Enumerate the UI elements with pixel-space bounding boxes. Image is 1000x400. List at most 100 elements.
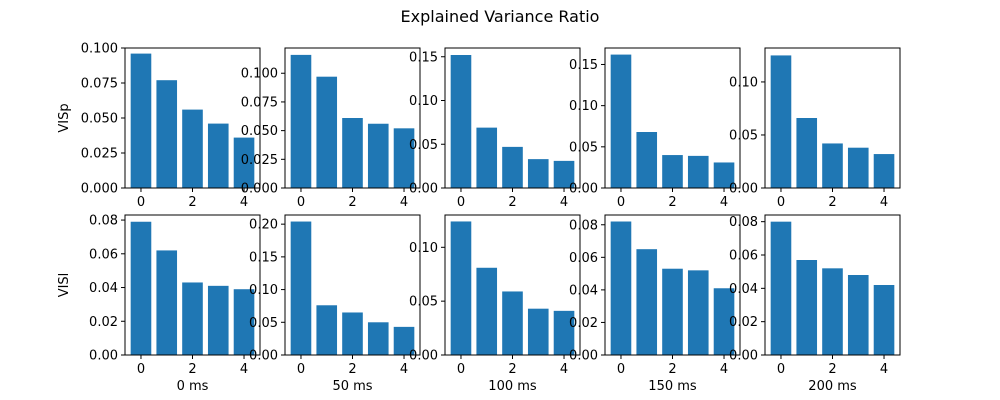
bar-r0-c1-4 bbox=[393, 128, 415, 188]
ytick-label-r1-c0-0: 0.00 bbox=[89, 349, 118, 364]
subplot-r1-c4: 0.00 0.02 0.04 0.06 0.08 0 2 4 200 ms bbox=[729, 214, 901, 394]
bar-r1-c1-3 bbox=[367, 322, 389, 355]
bar-r0-c4-4 bbox=[873, 154, 895, 188]
ytick-label-r1-c1-0: 0.00 bbox=[249, 349, 278, 364]
ytick-label-r0-c4-0: 0.00 bbox=[729, 182, 758, 197]
ytick-label-r0-c1-1: 0.025 bbox=[241, 153, 278, 168]
ytick-label-r0-c1-0: 0.000 bbox=[241, 182, 278, 197]
ytick-label-r0-c1-4: 0.100 bbox=[241, 67, 278, 82]
ytick-label-r1-c1-3: 0.15 bbox=[249, 250, 278, 265]
ytick-label-r0-c2-1: 0.05 bbox=[409, 138, 438, 153]
bar-r0-c1-2 bbox=[342, 118, 363, 188]
bar-r0-c2-1 bbox=[476, 127, 498, 189]
xtick-label-r0-c3-1: 2 bbox=[668, 195, 676, 210]
ytick-label-r0-c0-4: 0.100 bbox=[81, 42, 118, 57]
bar-r1-c4-4 bbox=[873, 285, 895, 355]
bar-r1-c0-1 bbox=[156, 250, 178, 355]
xtick-label-r0-c3-0: 0 bbox=[617, 195, 625, 210]
bar-r0-c0-2 bbox=[182, 109, 203, 188]
ytick-label-r0-c0-2: 0.050 bbox=[81, 112, 118, 127]
subplot-r1-c2: 0.00 0.05 0.10 0 2 4 100 ms bbox=[409, 214, 581, 394]
ytick-label-r1-c0-1: 0.02 bbox=[89, 315, 118, 330]
xtick-label-r1-c3-1: 2 bbox=[668, 362, 676, 377]
ytick-label-r0-c2-3: 0.15 bbox=[409, 50, 438, 65]
xtick-label-r1-c2-1: 2 bbox=[508, 362, 516, 377]
xtick-label-r0-c4-1: 2 bbox=[828, 195, 836, 210]
xtick-label-r1-c1-1: 2 bbox=[348, 362, 356, 377]
bar-r1-c2-3 bbox=[527, 308, 549, 355]
bar-r0-c1-0 bbox=[290, 54, 312, 188]
bar-r0-c2-2 bbox=[502, 146, 523, 189]
xtick-label-r0-c3-2: 4 bbox=[720, 195, 728, 210]
xtick-label-r1-c4-0: 0 bbox=[777, 362, 785, 377]
xtick-label-r1-c4-2: 4 bbox=[880, 362, 888, 377]
bar-r1-c4-2 bbox=[822, 268, 843, 355]
subplot-r0-c2: 0.00 0.05 0.10 0.15 0 2 4 bbox=[409, 47, 581, 210]
bar-r1-c3-3 bbox=[687, 270, 709, 355]
ytick-label-r1-c0-2: 0.04 bbox=[89, 281, 118, 296]
ylabel-r1: VISl bbox=[57, 273, 72, 298]
ytick-label-r0-c0-3: 0.075 bbox=[81, 77, 118, 92]
xtick-label-r0-c0-2: 4 bbox=[240, 195, 248, 210]
xtick-label-r0-c1-1: 2 bbox=[348, 195, 356, 210]
ytick-label-r0-c2-2: 0.10 bbox=[409, 94, 438, 109]
ytick-label-r0-c1-2: 0.050 bbox=[241, 124, 278, 139]
xlabel-c0: 0 ms bbox=[177, 379, 209, 394]
ytick-label-r1-c4-0: 0.00 bbox=[729, 349, 758, 364]
bar-r0-c2-0 bbox=[450, 55, 472, 188]
bar-r1-c0-2 bbox=[182, 282, 203, 355]
bar-r1-c0-0 bbox=[130, 221, 152, 355]
xtick-label-r1-c4-1: 2 bbox=[828, 362, 836, 377]
xtick-label-r0-c1-0: 0 bbox=[297, 195, 305, 210]
ytick-label-r1-c3-1: 0.02 bbox=[569, 316, 598, 331]
xlabel-c3: 150 ms bbox=[648, 379, 697, 394]
bar-r0-c0-0 bbox=[130, 53, 152, 188]
ytick-label-r0-c3-0: 0.00 bbox=[569, 182, 598, 197]
bar-r1-c3-1 bbox=[636, 249, 658, 355]
bar-r0-c3-2 bbox=[662, 155, 683, 188]
bar-r1-c4-0 bbox=[770, 221, 792, 355]
ytick-label-r1-c2-2: 0.10 bbox=[409, 241, 438, 256]
xtick-label-r1-c1-0: 0 bbox=[297, 362, 305, 377]
bar-r0-c3-4 bbox=[713, 162, 735, 188]
ytick-label-r0-c2-0: 0.00 bbox=[409, 182, 438, 197]
bar-r1-c2-0 bbox=[450, 221, 472, 355]
ytick-label-r1-c3-2: 0.04 bbox=[569, 283, 598, 298]
xtick-label-r0-c2-0: 0 bbox=[457, 195, 465, 210]
xtick-label-r0-c2-1: 2 bbox=[508, 195, 516, 210]
bar-r0-c1-3 bbox=[367, 123, 389, 188]
bar-r0-c3-1 bbox=[636, 132, 658, 188]
ytick-label-r0-c3-2: 0.10 bbox=[569, 99, 598, 114]
bar-r0-c0-3 bbox=[207, 123, 229, 188]
xlabel-c1: 50 ms bbox=[332, 379, 372, 394]
subplot-r0-c0: 0.000 0.025 0.050 0.075 0.100 0 2 4 VISp bbox=[57, 42, 261, 210]
ytick-label-r1-c4-3: 0.06 bbox=[729, 249, 758, 264]
ytick-label-r0-c3-3: 0.15 bbox=[569, 58, 598, 73]
bar-r0-c4-3 bbox=[847, 147, 869, 188]
ytick-label-r1-c3-0: 0.00 bbox=[569, 349, 598, 364]
bar-r1-c4-3 bbox=[847, 275, 869, 355]
xtick-label-r1-c1-2: 4 bbox=[400, 362, 408, 377]
xtick-label-r1-c3-0: 0 bbox=[617, 362, 625, 377]
xtick-label-r1-c2-2: 4 bbox=[560, 362, 568, 377]
xtick-label-r0-c1-2: 4 bbox=[400, 195, 408, 210]
xtick-label-r1-c0-0: 0 bbox=[137, 362, 145, 377]
ytick-label-r1-c4-4: 0.08 bbox=[729, 215, 758, 230]
bar-r0-c1-1 bbox=[316, 76, 338, 188]
xlabel-c4: 200 ms bbox=[808, 379, 857, 394]
subplot-r0-c1: 0.000 0.025 0.050 0.075 0.100 0 2 4 bbox=[241, 47, 421, 210]
ytick-label-r1-c4-2: 0.04 bbox=[729, 282, 758, 297]
bar-r1-c4-1 bbox=[796, 260, 818, 355]
ytick-label-r0-c0-0: 0.000 bbox=[81, 182, 118, 197]
figure-title: Explained Variance Ratio bbox=[401, 7, 600, 26]
ytick-label-r1-c4-1: 0.02 bbox=[729, 315, 758, 330]
ytick-label-r0-c4-1: 0.05 bbox=[729, 128, 758, 143]
xtick-label-r0-c4-2: 4 bbox=[880, 195, 888, 210]
bar-r0-c4-2 bbox=[822, 143, 843, 188]
xtick-label-r1-c0-1: 2 bbox=[188, 362, 196, 377]
bar-r1-c2-4 bbox=[553, 310, 575, 355]
bar-r0-c4-0 bbox=[770, 55, 792, 188]
bar-r1-c0-4 bbox=[233, 289, 255, 355]
